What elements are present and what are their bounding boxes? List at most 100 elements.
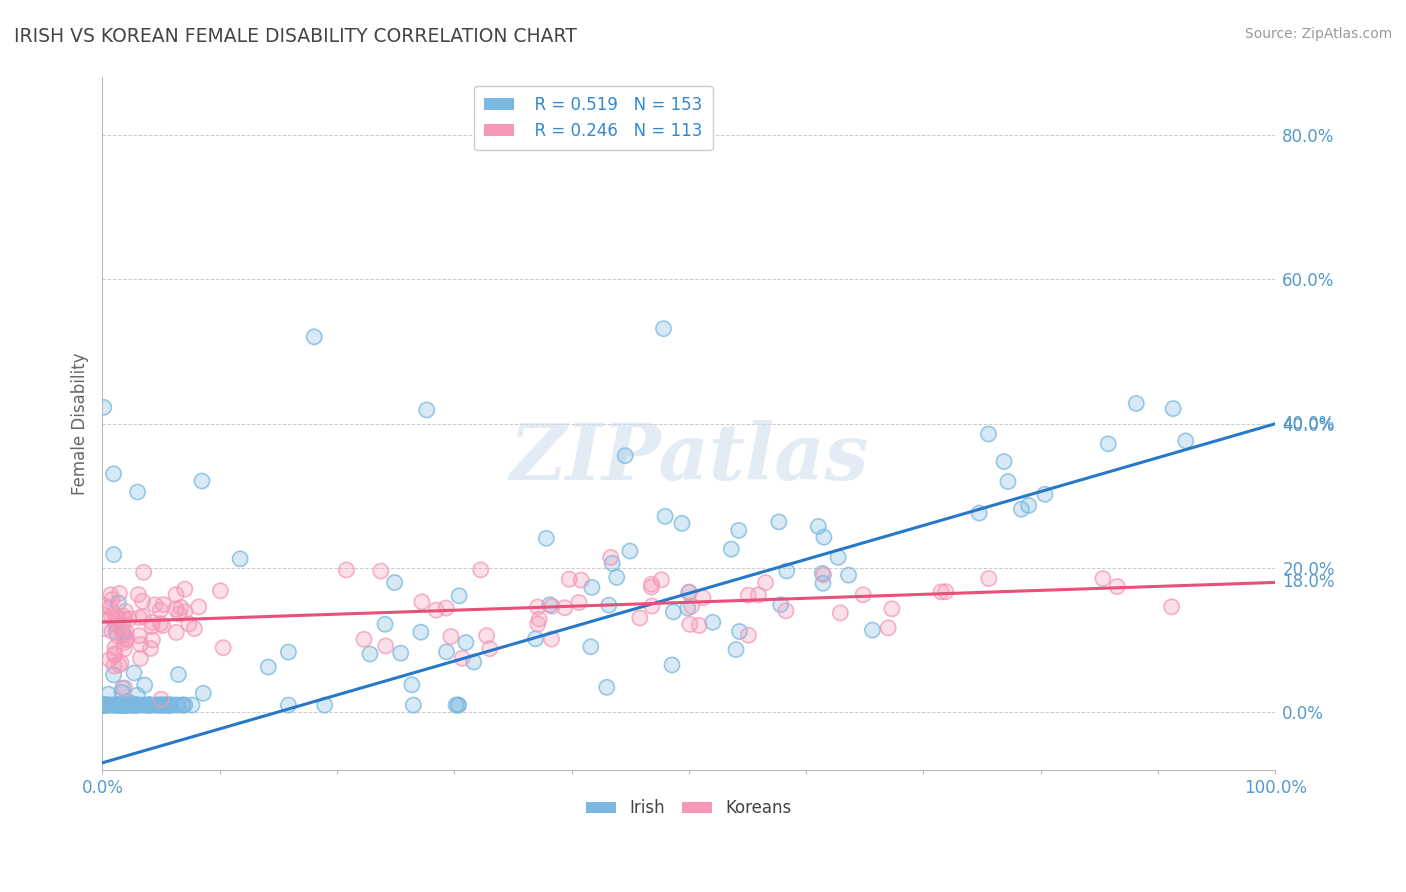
Point <box>929 585 952 599</box>
Point <box>111 609 134 624</box>
Point <box>662 605 685 619</box>
Point <box>93 698 115 712</box>
Point <box>747 588 769 602</box>
Point <box>112 635 135 649</box>
Point <box>139 698 162 712</box>
Point <box>402 698 425 712</box>
Point <box>451 651 474 665</box>
Point <box>174 605 197 619</box>
Point <box>569 573 592 587</box>
Point <box>108 658 131 673</box>
Point <box>100 609 122 624</box>
Point <box>107 698 129 712</box>
Point <box>862 623 884 637</box>
Point <box>138 698 160 712</box>
Point <box>619 544 641 558</box>
Point <box>112 625 135 640</box>
Point <box>640 580 662 594</box>
Point <box>676 601 699 615</box>
Point <box>149 698 172 712</box>
Point <box>165 588 187 602</box>
Point <box>478 641 501 656</box>
Point <box>143 698 166 712</box>
Point <box>807 519 830 533</box>
Point <box>679 617 702 632</box>
Point <box>93 401 115 415</box>
Point <box>359 647 381 661</box>
Point <box>536 531 558 545</box>
Point <box>1097 437 1119 451</box>
Point <box>650 573 672 587</box>
Point <box>838 568 860 582</box>
Point <box>172 698 194 712</box>
Point <box>596 681 619 695</box>
Point <box>111 698 134 712</box>
Point <box>103 668 125 682</box>
Point <box>115 698 138 712</box>
Point <box>935 584 957 599</box>
Point <box>143 598 166 612</box>
Point <box>277 698 299 712</box>
Point <box>112 642 135 657</box>
Point <box>478 641 501 656</box>
Point <box>104 616 127 631</box>
Point <box>170 600 193 615</box>
Point <box>167 698 190 712</box>
Point <box>159 698 181 712</box>
Point <box>125 698 148 712</box>
Point <box>640 577 662 591</box>
Point <box>91 607 114 622</box>
Point <box>167 607 190 621</box>
Point <box>129 651 152 665</box>
Point <box>108 658 131 673</box>
Legend: Irish, Koreans: Irish, Koreans <box>579 793 799 824</box>
Point <box>193 686 215 700</box>
Point <box>402 698 425 712</box>
Point <box>111 698 134 712</box>
Point <box>128 610 150 624</box>
Point <box>167 698 190 712</box>
Point <box>652 321 675 335</box>
Point <box>737 588 759 602</box>
Point <box>447 698 470 712</box>
Point <box>149 698 172 712</box>
Point <box>640 580 662 594</box>
Point <box>93 698 115 712</box>
Point <box>600 557 623 571</box>
Point <box>314 698 336 712</box>
Point <box>155 698 177 712</box>
Point <box>103 659 125 673</box>
Point <box>107 596 129 610</box>
Point <box>115 698 138 712</box>
Point <box>569 573 592 587</box>
Point <box>454 635 477 649</box>
Point <box>728 624 751 639</box>
Point <box>165 625 187 640</box>
Point <box>127 698 149 712</box>
Point <box>862 623 884 637</box>
Point <box>554 600 576 615</box>
Point <box>115 625 138 640</box>
Point <box>370 564 392 578</box>
Point <box>107 698 129 712</box>
Point <box>678 585 700 599</box>
Point <box>103 467 125 481</box>
Point <box>389 646 412 660</box>
Point <box>101 624 124 639</box>
Point <box>129 651 152 665</box>
Point <box>132 609 155 624</box>
Point <box>353 632 375 647</box>
Point <box>1160 599 1182 614</box>
Point <box>127 588 149 602</box>
Point <box>527 612 550 626</box>
Point <box>977 426 1000 441</box>
Point <box>115 632 138 646</box>
Point <box>107 698 129 712</box>
Point <box>114 604 136 618</box>
Point <box>112 698 135 712</box>
Point <box>111 609 134 624</box>
Point <box>374 639 396 653</box>
Text: 18.0%: 18.0% <box>1282 574 1334 591</box>
Point <box>475 629 498 643</box>
Point <box>149 603 172 617</box>
